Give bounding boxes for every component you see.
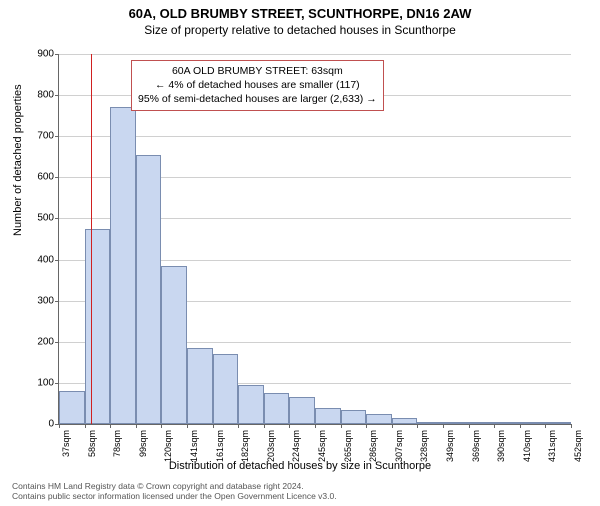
histogram-bar: [187, 348, 213, 424]
footer-line-1: Contains HM Land Registry data © Crown c…: [12, 481, 337, 492]
y-tick-mark: [55, 218, 59, 219]
x-tick-label: 161sqm: [215, 430, 225, 462]
y-axis-label: Number of detached properties: [12, 84, 24, 236]
attribution-footer: Contains HM Land Registry data © Crown c…: [12, 481, 337, 502]
histogram-bar: [392, 418, 418, 424]
chart-subtitle: Size of property relative to detached ho…: [0, 23, 600, 37]
info-line-smaller: ← 4% of detached houses are smaller (117…: [138, 78, 377, 92]
histogram-bar: [443, 422, 469, 424]
x-tick-label: 58sqm: [87, 430, 97, 457]
x-tick-mark: [494, 424, 495, 428]
histogram-bar: [85, 229, 111, 424]
y-tick-mark: [55, 95, 59, 96]
x-tick-mark: [238, 424, 239, 428]
y-tick-mark: [55, 301, 59, 302]
property-info-box: 60A OLD BRUMBY STREET: 63sqm ← 4% of det…: [131, 60, 384, 111]
y-tick-label: 100: [24, 377, 54, 388]
x-tick-mark: [366, 424, 367, 428]
x-tick-mark: [264, 424, 265, 428]
y-tick-mark: [55, 260, 59, 261]
histogram-bar: [315, 408, 341, 424]
x-tick-label: 369sqm: [471, 430, 481, 462]
histogram-bar: [469, 422, 495, 424]
x-tick-mark: [136, 424, 137, 428]
histogram-bar: [264, 393, 290, 424]
histogram-bar: [110, 107, 136, 424]
grid-line: [59, 136, 571, 137]
footer-line-2: Contains public sector information licen…: [12, 491, 337, 502]
histogram-bar: [289, 397, 315, 424]
x-tick-label: 286sqm: [368, 430, 378, 462]
histogram-bar: [161, 266, 187, 424]
y-tick-label: 700: [24, 131, 54, 142]
y-tick-label: 200: [24, 336, 54, 347]
x-tick-label: 224sqm: [291, 430, 301, 462]
x-tick-label: 203sqm: [266, 430, 276, 462]
x-tick-mark: [289, 424, 290, 428]
y-tick-label: 900: [24, 49, 54, 60]
y-tick-label: 500: [24, 213, 54, 224]
histogram-bar: [494, 422, 520, 424]
histogram-plot: 60A OLD BRUMBY STREET: 63sqm ← 4% of det…: [58, 54, 571, 425]
x-tick-mark: [417, 424, 418, 428]
histogram-bar: [545, 422, 571, 424]
x-tick-label: 452sqm: [573, 430, 583, 462]
x-tick-label: 349sqm: [445, 430, 455, 462]
x-tick-mark: [545, 424, 546, 428]
histogram-bar: [238, 385, 264, 424]
info-line-size: 60A OLD BRUMBY STREET: 63sqm: [138, 64, 377, 78]
x-tick-label: 99sqm: [138, 430, 148, 457]
y-tick-mark: [55, 177, 59, 178]
x-tick-mark: [571, 424, 572, 428]
x-tick-label: 390sqm: [496, 430, 506, 462]
y-tick-mark: [55, 342, 59, 343]
histogram-bar: [366, 414, 392, 424]
x-tick-mark: [59, 424, 60, 428]
x-tick-label: 37sqm: [61, 430, 71, 457]
y-tick-label: 600: [24, 172, 54, 183]
y-tick-label: 800: [24, 90, 54, 101]
x-tick-mark: [443, 424, 444, 428]
x-tick-mark: [161, 424, 162, 428]
x-tick-label: 328sqm: [419, 430, 429, 462]
x-tick-label: 120sqm: [163, 430, 173, 462]
grid-line: [59, 54, 571, 55]
x-tick-label: 265sqm: [343, 430, 353, 462]
y-tick-mark: [55, 383, 59, 384]
y-tick-mark: [55, 54, 59, 55]
histogram-bar: [213, 354, 239, 424]
y-tick-label: 0: [24, 419, 54, 430]
property-marker-line: [91, 54, 92, 424]
chart-title-address: 60A, OLD BRUMBY STREET, SCUNTHORPE, DN16…: [0, 6, 600, 21]
x-tick-mark: [315, 424, 316, 428]
x-tick-label: 245sqm: [317, 430, 327, 462]
x-tick-label: 307sqm: [394, 430, 404, 462]
x-tick-label: 141sqm: [189, 430, 199, 462]
y-tick-mark: [55, 136, 59, 137]
x-tick-mark: [85, 424, 86, 428]
y-tick-label: 400: [24, 254, 54, 265]
histogram-bar: [59, 391, 85, 424]
x-tick-label: 410sqm: [522, 430, 532, 462]
y-tick-label: 300: [24, 295, 54, 306]
info-line-larger: 95% of semi-detached houses are larger (…: [138, 92, 377, 106]
x-tick-mark: [520, 424, 521, 428]
histogram-bar: [417, 422, 443, 424]
histogram-bar: [520, 422, 546, 424]
histogram-bar: [136, 155, 162, 424]
x-tick-mark: [392, 424, 393, 428]
x-tick-mark: [469, 424, 470, 428]
x-tick-mark: [187, 424, 188, 428]
x-tick-mark: [341, 424, 342, 428]
histogram-bar: [341, 410, 367, 424]
x-tick-mark: [213, 424, 214, 428]
x-tick-label: 182sqm: [240, 430, 250, 462]
x-tick-label: 431sqm: [547, 430, 557, 462]
x-tick-mark: [110, 424, 111, 428]
x-tick-label: 78sqm: [112, 430, 122, 457]
